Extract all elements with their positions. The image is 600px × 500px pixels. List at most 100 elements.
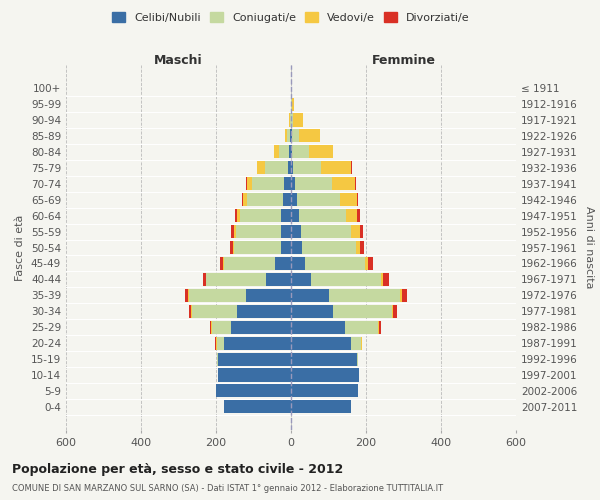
- Bar: [291, 368, 359, 382]
- Bar: [346, 320, 379, 334]
- Bar: [274, 146, 278, 158]
- Bar: [220, 257, 223, 270]
- Bar: [283, 193, 291, 206]
- Bar: [291, 352, 356, 366]
- Bar: [206, 273, 265, 286]
- Bar: [358, 209, 359, 222]
- Bar: [247, 177, 253, 190]
- Bar: [332, 177, 355, 190]
- Bar: [223, 400, 291, 413]
- Bar: [299, 130, 320, 142]
- Bar: [309, 146, 334, 158]
- Bar: [311, 273, 381, 286]
- Bar: [351, 162, 352, 174]
- Bar: [291, 209, 299, 222]
- Text: Maschi: Maschi: [154, 54, 203, 68]
- Bar: [244, 193, 247, 206]
- Bar: [286, 130, 287, 142]
- Bar: [400, 289, 401, 302]
- Bar: [281, 241, 291, 254]
- Bar: [356, 241, 361, 254]
- Bar: [188, 289, 189, 302]
- Text: Femmine: Femmine: [371, 54, 436, 68]
- Bar: [231, 225, 233, 238]
- Bar: [289, 146, 291, 158]
- Bar: [229, 241, 233, 254]
- Bar: [329, 289, 400, 302]
- Y-axis label: Fasce di età: Fasce di età: [16, 214, 25, 280]
- Bar: [265, 162, 288, 174]
- Bar: [235, 225, 281, 238]
- Legend: Celibi/Nubili, Coniugati/e, Vedovi/e, Divorziati/e: Celibi/Nubili, Coniugati/e, Vedovi/e, Di…: [109, 8, 473, 26]
- Bar: [253, 177, 284, 190]
- Bar: [359, 225, 362, 238]
- Bar: [215, 336, 216, 349]
- Bar: [218, 352, 291, 366]
- Bar: [291, 336, 351, 349]
- Bar: [218, 368, 291, 382]
- Bar: [235, 209, 237, 222]
- Bar: [321, 162, 351, 174]
- Bar: [291, 384, 358, 398]
- Bar: [291, 320, 346, 334]
- Bar: [185, 289, 188, 302]
- Bar: [265, 273, 291, 286]
- Bar: [291, 304, 333, 318]
- Text: Popolazione per età, sesso e stato civile - 2012: Popolazione per età, sesso e stato civil…: [12, 462, 343, 475]
- Bar: [246, 289, 291, 302]
- Bar: [383, 273, 389, 286]
- Bar: [381, 273, 383, 286]
- Bar: [291, 98, 292, 110]
- Bar: [401, 289, 407, 302]
- Bar: [240, 209, 281, 222]
- Bar: [296, 193, 340, 206]
- Bar: [281, 225, 291, 238]
- Bar: [281, 209, 291, 222]
- Bar: [291, 400, 351, 413]
- Bar: [203, 273, 205, 286]
- Bar: [247, 193, 283, 206]
- Bar: [257, 162, 265, 174]
- Bar: [291, 162, 293, 174]
- Bar: [291, 241, 302, 254]
- Bar: [379, 320, 381, 334]
- Bar: [361, 336, 362, 349]
- Bar: [212, 320, 231, 334]
- Y-axis label: Anni di nascita: Anni di nascita: [584, 206, 594, 289]
- Bar: [233, 225, 235, 238]
- Bar: [368, 257, 373, 270]
- Bar: [211, 320, 212, 334]
- Bar: [217, 352, 218, 366]
- Bar: [365, 257, 368, 270]
- Bar: [291, 177, 295, 190]
- Bar: [302, 241, 356, 254]
- Bar: [191, 304, 236, 318]
- Bar: [291, 225, 301, 238]
- Bar: [205, 273, 206, 286]
- Bar: [233, 241, 281, 254]
- Bar: [299, 209, 346, 222]
- Bar: [356, 352, 358, 366]
- Bar: [351, 336, 361, 349]
- Bar: [333, 304, 392, 318]
- Bar: [216, 384, 291, 398]
- Bar: [209, 320, 211, 334]
- Bar: [291, 257, 305, 270]
- Bar: [292, 146, 309, 158]
- Bar: [392, 304, 394, 318]
- Text: COMUNE DI SAN MARZANO SUL SARNO (SA) - Dati ISTAT 1° gennaio 2012 - Elaborazione: COMUNE DI SAN MARZANO SUL SARNO (SA) - D…: [12, 484, 443, 493]
- Bar: [236, 304, 291, 318]
- Bar: [237, 209, 240, 222]
- Bar: [284, 177, 291, 190]
- Bar: [288, 162, 291, 174]
- Bar: [293, 162, 321, 174]
- Bar: [346, 209, 358, 222]
- Bar: [291, 146, 292, 158]
- Bar: [305, 257, 365, 270]
- Bar: [290, 130, 291, 142]
- Bar: [394, 304, 397, 318]
- Bar: [278, 146, 289, 158]
- Bar: [356, 193, 358, 206]
- Bar: [189, 304, 191, 318]
- Bar: [216, 336, 217, 349]
